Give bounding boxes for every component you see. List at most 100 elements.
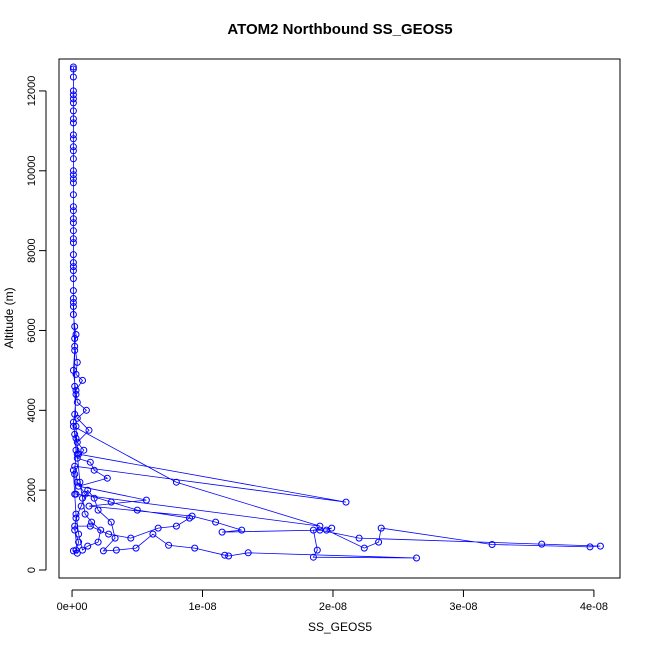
data-point <box>69 547 77 555</box>
y-tick-label: 4000 <box>26 398 38 422</box>
data-point <box>191 544 199 552</box>
data-point <box>69 65 77 73</box>
data-point <box>73 454 81 462</box>
data-point <box>72 331 80 338</box>
series-line <box>72 67 601 559</box>
data-point <box>73 398 81 406</box>
data-point <box>72 446 80 454</box>
data-point <box>71 526 79 534</box>
data-point <box>69 303 77 310</box>
data-point <box>69 366 77 374</box>
data-point <box>596 542 604 550</box>
data-point <box>69 147 77 155</box>
y-tick-label: 6000 <box>26 318 38 342</box>
data-point <box>69 191 77 199</box>
data-point <box>72 434 80 442</box>
data-point <box>212 518 220 526</box>
data-point <box>71 470 79 478</box>
data-point <box>69 175 77 183</box>
y-tick-label: 10000 <box>26 155 38 186</box>
data-point <box>79 376 86 384</box>
data-point <box>328 524 336 532</box>
x-axis-label: SS_GEOS5 <box>308 620 372 634</box>
y-axis-label: Altitude (m) <box>2 287 16 348</box>
data-point <box>72 510 80 518</box>
data-point <box>69 63 77 71</box>
data-point <box>75 538 83 546</box>
data-point <box>69 259 77 267</box>
data-point <box>71 342 79 350</box>
data-point <box>81 510 89 518</box>
data-point <box>71 522 79 530</box>
chart-title: ATOM2 Northbound SS_GEOS5 <box>227 21 452 38</box>
x-axis: 0e+00 1e-08 2e-08 3e-08 4e-08 <box>57 589 608 613</box>
data-point <box>79 494 86 502</box>
data-point <box>111 534 119 542</box>
data-point <box>69 155 77 163</box>
x-tick-label: 0e+00 <box>57 601 88 613</box>
y-tick-label: 2000 <box>26 478 38 502</box>
data-point <box>69 171 77 179</box>
data-point <box>76 478 84 486</box>
data-point <box>309 553 317 561</box>
data-point <box>154 524 162 532</box>
series-layer <box>69 63 604 562</box>
data-point <box>94 538 102 546</box>
data-point <box>69 239 77 247</box>
data-point <box>149 530 157 538</box>
data-point <box>71 430 79 438</box>
data-point <box>69 107 77 115</box>
data-point <box>313 546 321 554</box>
data-point <box>71 490 79 498</box>
data-point <box>218 528 226 536</box>
data-point <box>165 541 173 549</box>
data-point <box>71 346 79 354</box>
data-point <box>69 179 77 187</box>
data-point <box>375 538 383 546</box>
data-point <box>127 534 135 542</box>
data-point <box>75 530 83 538</box>
data-point <box>94 506 102 514</box>
data-point <box>73 549 81 557</box>
data-point <box>85 426 93 434</box>
data-point <box>73 478 81 486</box>
data-point <box>71 462 79 470</box>
data-point <box>99 547 107 555</box>
data-point <box>69 267 77 275</box>
data-point <box>538 540 546 548</box>
data-point <box>69 215 77 223</box>
y-tick-label: 12000 <box>26 76 38 107</box>
x-tick-label: 1e-08 <box>188 601 216 613</box>
x-tick-label: 2e-08 <box>319 601 347 613</box>
data-point <box>69 131 77 139</box>
data-point <box>88 518 96 526</box>
data-point <box>172 478 180 486</box>
data-point <box>72 390 80 398</box>
data-point <box>244 549 252 557</box>
data-point <box>309 526 317 534</box>
data-point <box>103 474 111 482</box>
data-point <box>90 466 98 474</box>
data-point <box>72 514 80 522</box>
data-point <box>69 251 77 259</box>
plot-frame <box>58 58 621 579</box>
data-point <box>69 299 77 306</box>
data-point <box>586 543 594 551</box>
data-point <box>221 551 229 559</box>
data-point <box>97 526 105 534</box>
data-point <box>413 554 420 562</box>
data-point <box>69 219 77 227</box>
data-point <box>107 498 115 506</box>
data-point <box>172 522 180 530</box>
data-point <box>73 450 81 458</box>
data-point <box>69 135 77 143</box>
data-point <box>69 227 77 235</box>
data-point <box>71 410 79 418</box>
y-tick-label: 0 <box>26 567 38 573</box>
data-point <box>488 541 496 548</box>
data-point <box>80 446 88 454</box>
data-point <box>107 518 115 526</box>
data-point <box>105 530 113 538</box>
y-axis: 0 2000 4000 6000 8000 10000 12000 <box>26 76 47 573</box>
